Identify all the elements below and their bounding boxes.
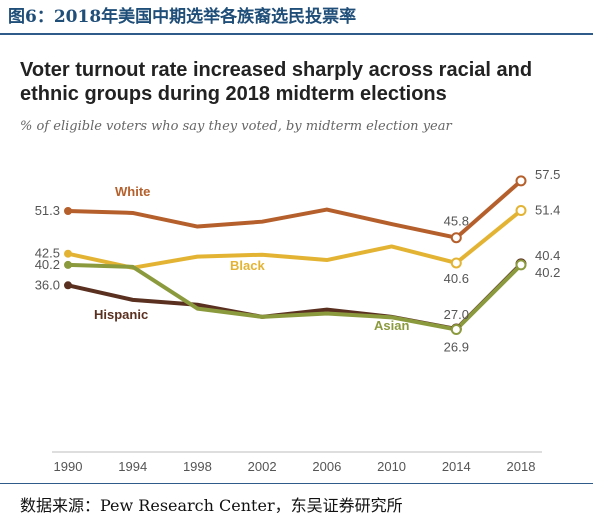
x-tick-label-1998: 1998 — [183, 459, 212, 474]
series-name-black: Black — [230, 258, 265, 273]
x-tick-label-2006: 2006 — [312, 459, 341, 474]
series-name-asian: Asian — [374, 318, 409, 333]
series-name-hispanic: Hispanic — [94, 307, 148, 322]
value-label-white-2014: 45.8 — [444, 214, 469, 229]
value-label-white-2018: 57.5 — [535, 167, 560, 182]
series-line-asian — [66, 262, 523, 332]
series-lines — [66, 178, 523, 332]
marker-asian-2014 — [450, 323, 462, 335]
marker-black-1990 — [64, 249, 72, 258]
x-axis-ticks: 1990 1994 1998 2002 2006 2010 2014 2018 — [54, 459, 536, 474]
series-name-white: White — [115, 184, 150, 199]
x-tick-label-1990: 1990 — [54, 459, 83, 474]
marker-white-2018 — [515, 175, 527, 187]
value-label-black-1990: 42.5 — [35, 246, 60, 261]
value-label-hispanic-2014: 27.0 — [444, 307, 469, 322]
value-label-hispanic-1990: 36.0 — [35, 277, 60, 292]
chart-title: Voter turnout rate increased sharply acr… — [20, 59, 533, 105]
value-label-white-1990: 51.3 — [35, 203, 60, 218]
series-names: White Black Hispanic Asian — [94, 184, 409, 333]
marker-white-1990 — [64, 207, 72, 215]
marker-black-2014 — [450, 257, 462, 269]
value-label-hispanic-2018: 40.4 — [535, 248, 560, 263]
value-labels: 51.3 45.8 57.5 42.5 40.6 51.4 36.0 27.0 40.4 40.2… — [35, 167, 561, 355]
x-tick-label-2014: 2014 — [442, 459, 471, 474]
marker-asian-2018 — [515, 259, 527, 271]
chart-subtitle: % of eligible voters who say they voted,… — [20, 119, 452, 134]
x-tick-label-2018: 2018 — [507, 459, 536, 474]
value-label-asian-1990: 40.2 — [35, 257, 60, 272]
value-label-black-2018: 51.4 — [535, 203, 560, 218]
series-line-white — [66, 178, 523, 240]
marker-black-2018 — [515, 205, 527, 217]
marker-asian-1990 — [64, 260, 72, 269]
x-tick-label-1994: 1994 — [118, 459, 147, 474]
series-markers — [64, 175, 527, 335]
top-rule — [0, 33, 593, 35]
series-line-black — [66, 208, 523, 270]
value-label-black-2014: 40.6 — [444, 271, 469, 286]
x-tick-label-2010: 2010 — [377, 459, 406, 474]
value-label-asian-2014: 26.9 — [444, 339, 469, 354]
x-tick-label-2002: 2002 — [248, 459, 277, 474]
marker-hispanic-1990 — [64, 281, 72, 290]
source-note: 数据来源：Pew Research Center，东吴证券研究所 — [20, 496, 403, 515]
marker-white-2014 — [450, 232, 462, 244]
figure-label: 图6：2018年美国中期选举各族裔选民投票率 — [8, 7, 357, 27]
value-label-asian-2018: 40.2 — [535, 265, 560, 280]
bottom-rule — [0, 483, 593, 484]
